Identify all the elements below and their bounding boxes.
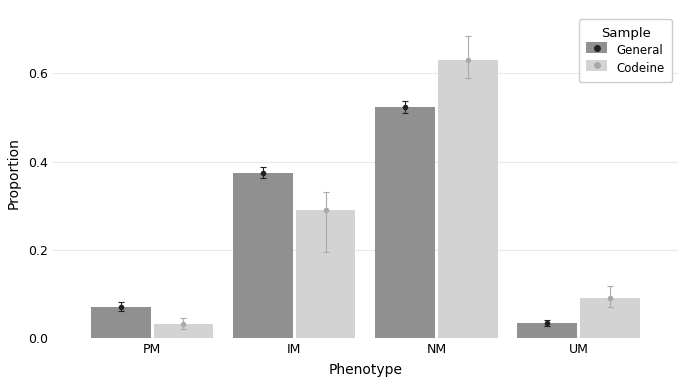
Bar [517,323,577,338]
Bar [296,210,356,338]
Bar [91,307,151,338]
Legend: General, Codeine: General, Codeine [579,20,672,82]
Bar [580,298,640,338]
Bar [438,60,497,338]
Y-axis label: Proportion: Proportion [7,137,21,209]
Bar [375,107,435,338]
Bar [233,172,293,338]
X-axis label: Phenotype: Phenotype [328,363,402,377]
Bar [153,324,213,338]
